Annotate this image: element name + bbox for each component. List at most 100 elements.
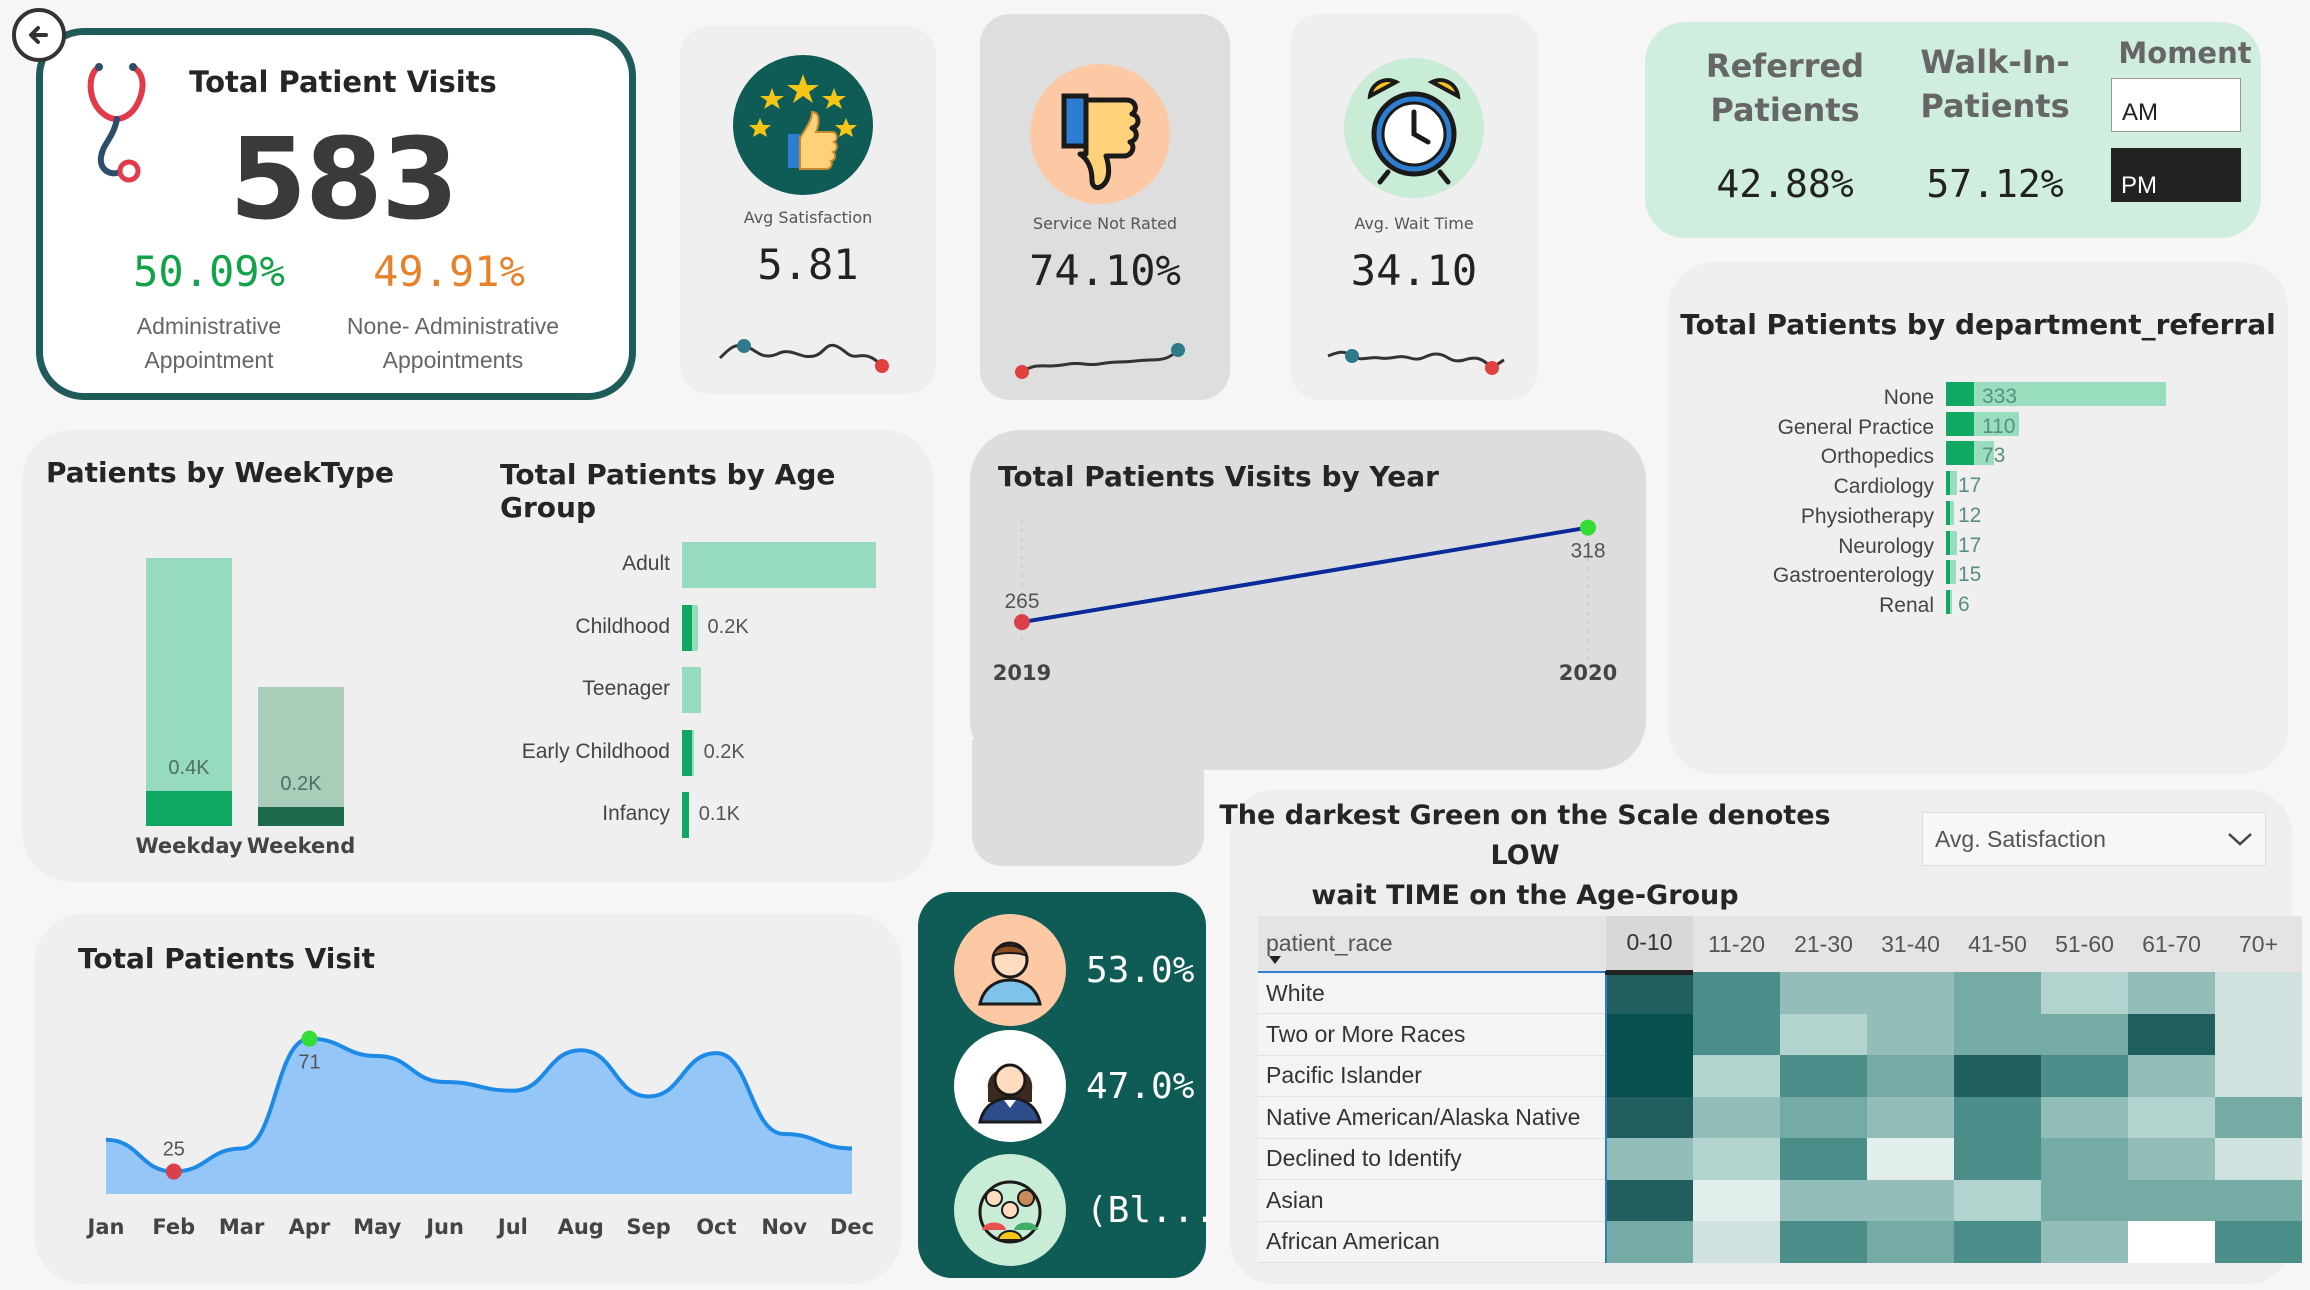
dept-bar-accent-6 — [1946, 560, 1950, 585]
heatmap-cell-2-7 — [2215, 1055, 2302, 1097]
male-avatar-icon — [954, 914, 1066, 1026]
heatmap-col-41-50[interactable]: 41-50 — [1954, 916, 2041, 972]
heatmap-cell-0-2 — [1780, 972, 1867, 1014]
dept-label-6: Gastroenterology — [1772, 564, 1934, 588]
dept-value-3: 17 — [1958, 474, 1982, 498]
heatmap-col-70+[interactable]: 70+ — [2215, 916, 2302, 972]
year-tick-0: 2019 — [993, 661, 1051, 685]
walkin-label-line2: Patients — [1920, 87, 2070, 125]
heatmap-col-51-60[interactable]: 51-60 — [2041, 916, 2128, 972]
heatmap-header-row: patient_race 0-10 11-20 21-30 31-40 41-50 51-… — [1258, 916, 2302, 975]
referred-label-line1: Referred — [1705, 47, 1865, 85]
heatmap-cell-4-6 — [2128, 1138, 2215, 1180]
heatmap-col-0-10[interactable]: 0-10 — [1606, 916, 1693, 975]
non-admin-label-line1: None- Administrative — [346, 313, 560, 339]
moment-option-pm[interactable]: PM — [2111, 148, 2241, 202]
heatmap-cell-0-5 — [2041, 972, 2128, 1014]
metric-dropdown[interactable]: Avg. Satisfaction — [1922, 812, 2266, 866]
year-point-1 — [1580, 519, 1596, 536]
age-group-title: Total Patients by Age Group — [500, 458, 836, 524]
age-bar-accent-4 — [682, 792, 689, 838]
month-tick-8: Sep — [626, 1215, 670, 1239]
avg-wait-time-value: 34.10 — [1350, 246, 1478, 295]
dept-bar-4 — [1946, 500, 1954, 525]
dept-label-3: Cardiology — [1833, 475, 1934, 499]
weektype-label-0: Weekday — [135, 834, 243, 858]
weektype-value-0: 0.4K — [168, 757, 210, 780]
month-tick-11: Dec — [830, 1215, 874, 1239]
heatmap-row-2: Pacific Islander — [1258, 1055, 2302, 1097]
dept-label-2: Orthopedics — [1820, 445, 1934, 469]
heatmap-cell-1-2 — [1780, 1013, 1867, 1055]
service-not-rated-sparkline — [1015, 343, 1185, 379]
month-tick-1: Feb — [152, 1215, 195, 1239]
heatmap-cell-3-2 — [1780, 1096, 1867, 1138]
avg-wait-time-card: Avg. Wait Time 34.10 — [1290, 14, 1538, 400]
heatmap-cell-4-3 — [1867, 1138, 1954, 1180]
age-label-2: Teenager — [582, 677, 670, 700]
heatmap-cell-2-5 — [2041, 1055, 2128, 1097]
heatmap-cell-3-6 — [2128, 1096, 2215, 1138]
heatmap-cell-4-4 — [1954, 1138, 2041, 1180]
gender-row-female: 47.0% — [954, 1030, 1194, 1142]
total-visits-value: 583 — [229, 115, 459, 245]
department-referral-title: Total Patients by department_referral — [1680, 308, 2276, 341]
weektype-value-1: 0.2K — [280, 773, 322, 796]
heatmap-cell-3-4 — [1954, 1096, 2041, 1138]
heatmap-cell-6-2 — [1780, 1221, 1867, 1263]
heatmap-cell-3-1 — [1693, 1096, 1780, 1138]
gender-row-male: 53.0% — [954, 914, 1194, 1026]
heatmap-row-6: African American — [1258, 1221, 2302, 1263]
age-bar-accent-1 — [682, 604, 692, 651]
dept-value-1: 110 — [1982, 414, 2016, 438]
moment-option-am[interactable]: AM — [2111, 78, 2241, 132]
back-button[interactable] — [12, 8, 66, 62]
heatmap-cell-4-1 — [1693, 1138, 1780, 1180]
heatmap-race-label-5: Asian — [1258, 1179, 1606, 1222]
non-admin-label-line2: Appointments — [382, 347, 524, 373]
heatmap-col-61-70[interactable]: 61-70 — [2128, 916, 2215, 972]
age-label-0: Adult — [622, 552, 670, 575]
dept-bar-5 — [1946, 530, 1958, 555]
dept-value-4: 12 — [1958, 503, 1982, 527]
row-header-patient-race[interactable]: patient_race — [1258, 916, 1606, 973]
heatmap-col-21-30[interactable]: 21-30 — [1780, 916, 1867, 972]
heatmap-cell-5-1 — [1693, 1179, 1780, 1221]
heatmap-cell-2-6 — [2128, 1055, 2215, 1097]
heatmap-cell-0-0 — [1605, 972, 1693, 1014]
monthly-min-label: 25 — [163, 1139, 185, 1161]
weektype-bar-accent-1 — [258, 807, 344, 826]
weektype-bar-0 — [146, 558, 232, 826]
heatmap-col-31-40[interactable]: 31-40 — [1867, 916, 1954, 972]
heatmap-cell-6-7 — [2215, 1221, 2302, 1263]
year-tick-1: 2020 — [1559, 661, 1617, 685]
heatmap-cell-2-0 — [1605, 1055, 1693, 1097]
month-tick-4: May — [353, 1215, 401, 1239]
dept-bar-accent-1 — [1946, 411, 1974, 436]
dept-value-7: 6 — [1958, 592, 1970, 616]
heatmap-cell-1-7 — [2215, 1013, 2302, 1055]
avg-satisfaction-label: Avg Satisfaction — [743, 208, 873, 227]
monthly-min-point — [165, 1163, 182, 1180]
avg-satisfaction-value: 5.81 — [757, 240, 859, 289]
avg-satisfaction-sparkline — [718, 339, 889, 373]
year-chart-card: Total Patients Visits by Year 265 318 2019… — [970, 430, 1646, 770]
monthly-line — [105, 1036, 853, 1174]
service-not-rated-card: Service Not Rated 74.10% — [980, 14, 1230, 400]
age-value-4: 0.1K — [698, 803, 740, 825]
non-admin-label: None- Administrative Appointments — [313, 309, 593, 377]
heatmap-cell-4-5 — [2041, 1138, 2128, 1180]
year-value-1: 318 — [1570, 540, 1605, 563]
heatmap-table: patient_race 0-10 11-20 21-30 31-40 41-50 51-… — [1258, 916, 2302, 1263]
moment-label: Moment — [2118, 36, 2252, 70]
referral-card: Referred Patients 42.88% Walk-In- Patien… — [1645, 22, 2261, 238]
heatmap-cell-3-3 — [1867, 1096, 1954, 1138]
heatmap-col-11-20[interactable]: 11-20 — [1693, 916, 1780, 972]
month-tick-9: Oct — [696, 1215, 736, 1239]
heatmap-cell-5-7 — [2215, 1179, 2302, 1221]
month-tick-5: Jun — [424, 1215, 464, 1239]
heatmap-race-label-1: Two or More Races — [1258, 1013, 1606, 1056]
heatmap-cell-4-0 — [1605, 1138, 1693, 1180]
dept-bar-3 — [1946, 471, 1958, 496]
heatmap-row-4: Declined to Identify — [1258, 1138, 2302, 1180]
